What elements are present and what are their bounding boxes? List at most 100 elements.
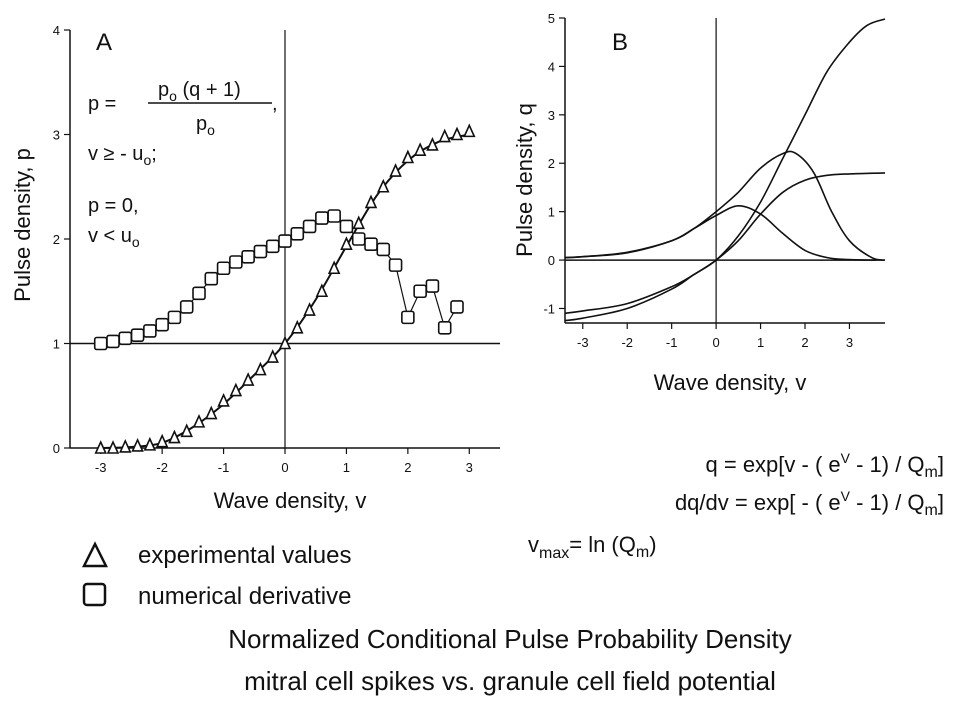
square-marker	[425, 279, 440, 293]
caption-line-1: Normalized Conditional Pulse Probability…	[228, 624, 792, 654]
triangle-marker	[180, 423, 193, 438]
eq-q-mid: - 1) / Q	[850, 452, 925, 477]
eq-dq-mid: - 1) / Q	[850, 490, 925, 515]
panel-b-xtick-label: 1	[757, 335, 764, 350]
eq-denominator-p: p	[196, 113, 207, 135]
panel-a-series	[93, 123, 476, 454]
eq-vmax-mid: = ln (Q	[569, 532, 636, 557]
triangle-marker	[168, 429, 181, 444]
eq-cond1-end: ;	[151, 143, 157, 165]
square-marker	[229, 255, 243, 269]
triangle-marker	[438, 128, 451, 143]
triangle-marker	[389, 163, 402, 177]
eq-dq: dq/dv = exp[ - ( eV - 1) / Qm]	[675, 488, 944, 519]
eq-numerator-sub: o	[169, 88, 177, 104]
eq-vmax: vmax= ln (Qm)	[528, 532, 657, 562]
eq-cond2-sub: o	[132, 234, 140, 250]
triangle-marker	[413, 142, 427, 156]
eq-dq-rhs: ]	[938, 490, 944, 515]
eq-q: q = exp[v - ( eV - 1) / Qm]	[706, 450, 944, 481]
triangle-marker	[217, 393, 230, 407]
square-marker	[130, 328, 145, 342]
panel-a-ytick-label: 2	[53, 232, 60, 247]
legend-square-label: numerical derivative	[138, 583, 351, 610]
square-marker	[192, 286, 206, 301]
panel-b-ytick-label: 5	[548, 11, 555, 26]
eq-numerator-p: p	[158, 79, 169, 101]
square-marker	[155, 317, 169, 332]
eq-comma: ,	[272, 93, 278, 115]
eq-cond1-text: v ≥ - u	[88, 143, 143, 165]
panel-a-ytick-label: 1	[53, 337, 60, 352]
square-marker	[302, 219, 317, 234]
eq-p0: p = 0,	[88, 195, 139, 217]
panel-b-ytick-label: 3	[548, 108, 555, 123]
legend: experimental values numerical derivative	[81, 541, 351, 610]
panel-a-xtick-label: 1	[343, 460, 350, 475]
panel-b-xtick-label: -3	[577, 335, 589, 350]
panel-b: -3 -2 -1 0 1 2 3 -1 0 1 2 3 4 5 B Wave density, v Pul…	[512, 11, 944, 562]
square-marker	[167, 310, 182, 325]
square-marker	[339, 219, 354, 234]
panel-a-label: A	[96, 29, 112, 56]
triangle-marker	[241, 372, 255, 386]
panel-b-curve-2	[564, 150, 886, 261]
eq-q-lhs: q = exp[v - ( e	[706, 452, 841, 477]
triangle-marker	[131, 437, 144, 452]
panel-b-ytick-label: 0	[548, 253, 555, 268]
square-marker	[450, 300, 464, 314]
panel-b-ytick-label: 2	[548, 156, 555, 171]
eq-vmax-sub2: m	[636, 544, 649, 561]
square-marker	[204, 271, 219, 286]
panel-b-label: B	[612, 29, 628, 56]
square-marker	[179, 300, 194, 314]
square-marker	[413, 284, 427, 299]
triangle-marker	[291, 319, 304, 334]
panel-b-reference-lines	[565, 18, 885, 323]
eq-q-sub: m	[925, 464, 938, 481]
eq-vmax-rhs: )	[649, 532, 656, 557]
triangle-marker	[155, 433, 169, 448]
triangle-marker	[119, 439, 132, 453]
square-marker	[253, 244, 268, 259]
panel-b-xtick-label: -1	[666, 335, 678, 350]
panel-a-xtick-label: -1	[218, 460, 230, 475]
square-marker	[216, 261, 231, 276]
triangle-marker	[254, 361, 267, 376]
panel-a-ytick-label: 0	[53, 441, 60, 456]
triangle-marker	[106, 440, 120, 454]
panel-a-xtick-label: -3	[95, 460, 107, 475]
square-marker	[143, 324, 157, 338]
square-marker	[315, 211, 329, 225]
square-marker	[290, 226, 305, 241]
triangle-marker	[229, 382, 243, 397]
eq-dq-sup: V	[841, 488, 851, 504]
triangle-marker	[426, 137, 439, 151]
legend-square-icon	[82, 582, 107, 607]
eq-cond2: v < uo	[88, 225, 140, 250]
square-marker	[364, 237, 378, 252]
triangle-marker	[278, 335, 292, 350]
square-marker	[278, 234, 292, 248]
eq-q-rhs: ]	[938, 452, 944, 477]
panel-b-xtick-label: 0	[712, 335, 719, 350]
eq-cond2-text: v < u	[88, 225, 132, 247]
legend-triangle-icon	[81, 541, 109, 568]
panel-a-xtick-label: 0	[281, 460, 288, 475]
triangle-marker	[205, 405, 218, 420]
panel-a-xtick-label: 2	[404, 460, 411, 475]
panel-b-curve-4	[564, 172, 886, 315]
panel-a-xtick-label: -2	[156, 460, 168, 475]
eq-denominator-sub: o	[207, 122, 215, 138]
square-marker	[327, 209, 341, 223]
panel-a-ytick-label: 4	[53, 23, 60, 38]
panel-b-ticks: -3 -2 -1 0 1 2 3 -1 0 1 2 3 4 5	[543, 11, 853, 350]
triangle-marker	[143, 436, 157, 451]
triangle-marker	[401, 149, 415, 164]
square-marker	[376, 242, 391, 257]
eq-q-sup: V	[841, 450, 851, 466]
panel-a-y-label: Pulse density, p	[10, 148, 35, 302]
triangle-marker	[463, 123, 476, 138]
square-marker	[401, 310, 415, 325]
triangle-marker	[377, 178, 390, 193]
